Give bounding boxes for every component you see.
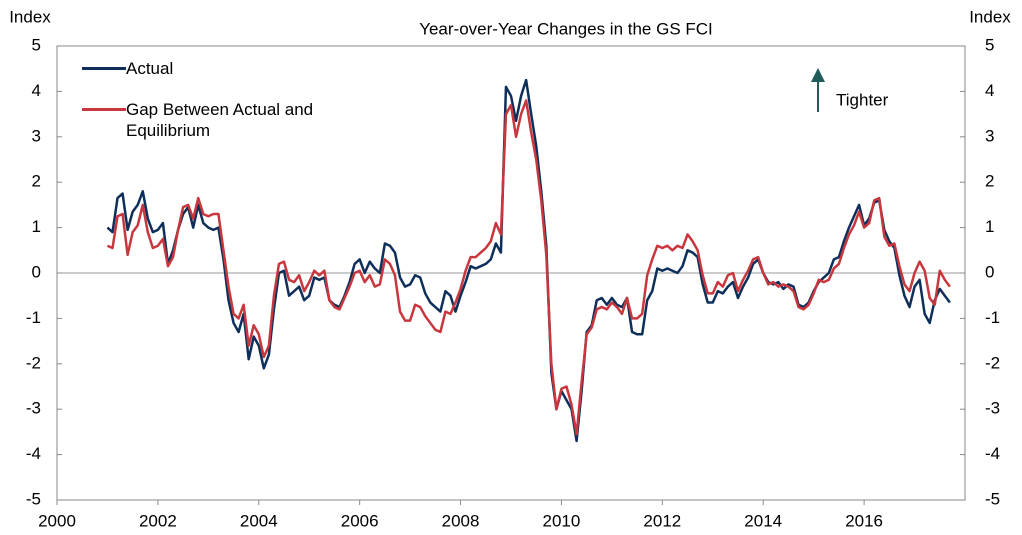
y2-tick-label: 1 xyxy=(985,217,994,236)
annotation: Tighter xyxy=(836,90,889,109)
y-axis-label: Index xyxy=(9,7,51,26)
y2-tick-label: -4 xyxy=(985,444,1000,463)
legend-label: Actual xyxy=(126,59,174,78)
y2-axis-label: Index xyxy=(969,7,1011,26)
y-tick-label: 4 xyxy=(32,81,41,100)
y2-tick-label: 4 xyxy=(985,81,994,100)
y2-tick-label: 3 xyxy=(985,126,994,145)
arrow-head xyxy=(811,68,825,82)
legend-entry: Actual xyxy=(82,58,326,79)
y2-tick-label: 5 xyxy=(985,35,994,54)
x-tick-label: 2012 xyxy=(643,511,681,530)
x-tick-label: 2000 xyxy=(38,511,76,530)
y-tick-label: 3 xyxy=(32,126,41,145)
legend-swatch xyxy=(82,67,126,70)
legend-entry: Gap Between Actual and Equilibrium xyxy=(82,99,326,141)
x-tick-label: 2010 xyxy=(543,511,581,530)
x-tick-label: 2014 xyxy=(744,511,782,530)
y2-tick-label: -1 xyxy=(985,308,1000,327)
y-tick-label: 0 xyxy=(32,262,41,281)
y2-tick-label: -5 xyxy=(985,489,1000,508)
legend: Actual Gap Between Actual and Equilibrium xyxy=(82,58,326,161)
y-tick-label: -3 xyxy=(26,399,41,418)
legend-label: Gap Between Actual and Equilibrium xyxy=(126,100,314,140)
y-tick-label: 1 xyxy=(32,217,41,236)
chart-title: Year-over-Year Changes in the GS FCI xyxy=(419,19,713,38)
y2-tick-label: -2 xyxy=(985,353,1000,372)
x-tick-label: 2002 xyxy=(139,511,177,530)
y-tick-label: 5 xyxy=(32,35,41,54)
y-tick-label: -4 xyxy=(26,444,41,463)
y2-tick-label: -3 xyxy=(985,399,1000,418)
y-tick-label: -1 xyxy=(26,308,41,327)
x-tick-label: 2008 xyxy=(442,511,480,530)
x-tick-label: 2004 xyxy=(240,511,278,530)
y-tick-label: -5 xyxy=(26,489,41,508)
legend-swatch xyxy=(82,108,126,111)
x-tick-label: 2006 xyxy=(341,511,379,530)
series-line xyxy=(106,99,951,436)
y2-tick-label: 2 xyxy=(985,172,994,191)
y-tick-label: -2 xyxy=(26,353,41,372)
y2-tick-label: 0 xyxy=(985,262,994,281)
x-tick-label: 2016 xyxy=(845,511,883,530)
y-tick-label: 2 xyxy=(32,172,41,191)
